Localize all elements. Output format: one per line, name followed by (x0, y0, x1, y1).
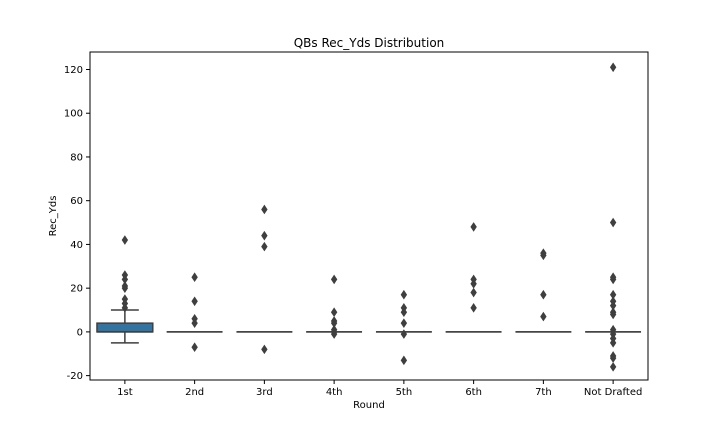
box (96, 322, 154, 333)
y-tick-label: 60 (70, 196, 83, 207)
outlier-point (191, 318, 198, 328)
outlier-point (400, 318, 408, 328)
x-tick-label: Not Drafted (584, 387, 642, 398)
outlier-point (400, 289, 408, 300)
outlier-point (470, 278, 477, 289)
outlier-point (191, 342, 198, 352)
outlier-point (121, 303, 129, 313)
y-tick-label: 80 (70, 152, 83, 163)
outlier-point (609, 217, 617, 228)
outlier-point (609, 274, 617, 285)
x-tick-label: 1st (117, 387, 133, 398)
outlier-point (609, 338, 617, 348)
outlier-point (470, 303, 477, 313)
outlier-point (470, 222, 477, 232)
outlier-point (261, 241, 268, 252)
y-tick-label: -20 (67, 371, 83, 382)
outlier-point (191, 272, 198, 283)
outlier-point (609, 309, 617, 320)
y-tick-label: 40 (70, 240, 83, 251)
y-tick-label: 100 (64, 109, 83, 120)
x-tick-label: 3rd (256, 387, 273, 398)
outlier-point (609, 353, 617, 363)
outlier-point (330, 329, 338, 339)
outlier-point (540, 289, 547, 300)
outlier-point (121, 235, 129, 245)
outlier-point (261, 204, 268, 215)
y-tick-label: 120 (64, 65, 83, 76)
x-tick-label: 4th (326, 387, 343, 398)
outlier-point (400, 329, 408, 339)
outlier-point (400, 307, 408, 318)
x-tick-label: 5th (396, 387, 413, 398)
outlier-point (609, 362, 617, 372)
outlier-point (540, 250, 547, 261)
plot-frame (89, 51, 649, 381)
x-tick-label: 2nd (185, 387, 204, 398)
outlier-point (330, 274, 338, 285)
x-tick-label: 7th (535, 387, 552, 398)
chart-title: QBs Rec_Yds Distribution (294, 36, 445, 50)
outlier-point (191, 296, 198, 307)
outlier-point (261, 344, 268, 355)
outlier-point (609, 289, 617, 300)
y-tick-label: 20 (70, 284, 83, 295)
outlier-point (330, 307, 338, 318)
x-tick-label: 6th (465, 387, 482, 398)
outlier-point (609, 300, 617, 311)
outlier-point (609, 62, 617, 73)
plot-area: -20 0 20 40 60 80 100 120 1st 2nd 3rd 4th 5th 6th 7th N… (64, 62, 642, 398)
outlier-point (261, 230, 268, 241)
outlier-point (330, 318, 338, 328)
x-axis-label: Round (353, 400, 385, 411)
y-axis-label: Rec_Yds (48, 196, 59, 237)
y-tick-label: 0 (77, 327, 83, 338)
outlier-point (121, 274, 129, 285)
outlier-point (540, 311, 547, 322)
outlier-point (470, 287, 477, 298)
outlier-point (121, 283, 129, 293)
outlier-point (400, 355, 408, 366)
